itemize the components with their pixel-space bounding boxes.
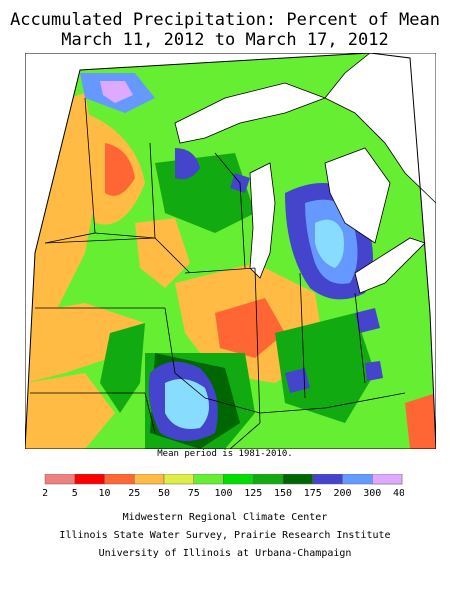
legend-label: 100 xyxy=(214,488,232,499)
legend-labels: 2510255075100125150175200300400 xyxy=(43,488,404,499)
precipitation-map xyxy=(25,53,436,449)
credit-line-3: University of Illinois at Urbana-Champai… xyxy=(0,545,450,563)
legend-swatch xyxy=(313,474,343,484)
legend-swatch xyxy=(105,474,135,484)
legend: 2510255075100125150175200300400 xyxy=(43,474,404,514)
legend-swatch xyxy=(343,474,373,484)
legend-label: 10 xyxy=(98,488,110,499)
legend-swatch xyxy=(164,474,194,484)
region-fill-175-200 xyxy=(365,361,383,381)
title-line-2: March 11, 2012 to March 17, 2012 xyxy=(0,30,450,50)
legend-label: 2 xyxy=(43,488,48,499)
legend-swatch xyxy=(134,474,164,484)
title-line-1: Accumulated Precipitation: Percent of Me… xyxy=(0,10,450,30)
map-title: Accumulated Precipitation: Percent of Me… xyxy=(0,10,450,50)
legend-swatch xyxy=(253,474,283,484)
legend-label: 5 xyxy=(72,488,78,499)
credit-line-1: Midwestern Regional Climate Center xyxy=(0,509,450,527)
legend-label: 200 xyxy=(333,488,351,499)
legend-swatch xyxy=(372,474,402,484)
region-fill-300-400 xyxy=(165,379,209,429)
credits: Midwestern Regional Climate Center Illin… xyxy=(0,509,450,563)
legend-label: 400 xyxy=(393,488,404,499)
legend-label: 50 xyxy=(158,488,170,499)
legend-swatch xyxy=(224,474,254,484)
legend-swatch xyxy=(75,474,105,484)
legend-swatch xyxy=(45,474,75,484)
legend-swatch xyxy=(194,474,224,484)
legend-label: 300 xyxy=(363,488,381,499)
legend-label: 175 xyxy=(304,488,322,499)
credit-line-2: Illinois State Water Survey, Prairie Res… xyxy=(0,527,450,545)
legend-label: 25 xyxy=(128,488,140,499)
mean-period-note: Mean period is 1981-2010. xyxy=(0,449,450,459)
legend-swatch xyxy=(283,474,313,484)
legend-swatches xyxy=(45,474,402,484)
legend-label: 75 xyxy=(188,488,200,499)
legend-label: 125 xyxy=(244,488,262,499)
legend-label: 150 xyxy=(274,488,292,499)
